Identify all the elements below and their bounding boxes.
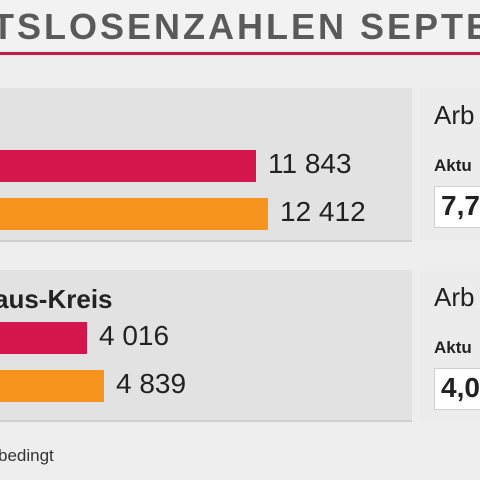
rate-panel-2: Arb Aktu 4,0 xyxy=(420,270,480,420)
value-label-region1-a: 11 843 xyxy=(268,148,352,179)
rate-heading: Arb xyxy=(434,100,475,130)
bar-region2-a xyxy=(0,322,87,354)
chart-title-banner: TSLOSENZAHLEN SEPTE xyxy=(0,0,480,55)
region-panel-2: aus-Kreis 4 016 4 839 xyxy=(0,270,412,422)
rate-subheading: Aktu xyxy=(434,156,472,175)
value-label-region2-b: 4 839 xyxy=(116,368,187,399)
bar-region1-a xyxy=(0,150,256,182)
region-panel-1: 11 843 12 412 xyxy=(0,88,412,242)
rate-panel-1: Arb Aktu 7,7 xyxy=(420,88,480,240)
rate-heading: Arb xyxy=(434,282,475,312)
value-label-region2-a: 4 016 xyxy=(99,320,170,351)
footnote: bedingt xyxy=(0,446,54,465)
rate-value: 7,7 xyxy=(441,190,480,221)
rate-subheading: Aktu xyxy=(434,338,472,357)
rate-value-box: 4,0 xyxy=(434,368,480,410)
rate-value: 4,0 xyxy=(441,372,480,403)
chart-title: TSLOSENZAHLEN SEPTE xyxy=(0,6,480,47)
region-name: aus-Kreis xyxy=(0,284,113,314)
value-label-region1-b: 12 412 xyxy=(280,196,366,227)
bar-region1-b xyxy=(0,198,268,230)
rate-value-box: 7,7 xyxy=(434,186,480,228)
bar-region2-b xyxy=(0,370,104,402)
